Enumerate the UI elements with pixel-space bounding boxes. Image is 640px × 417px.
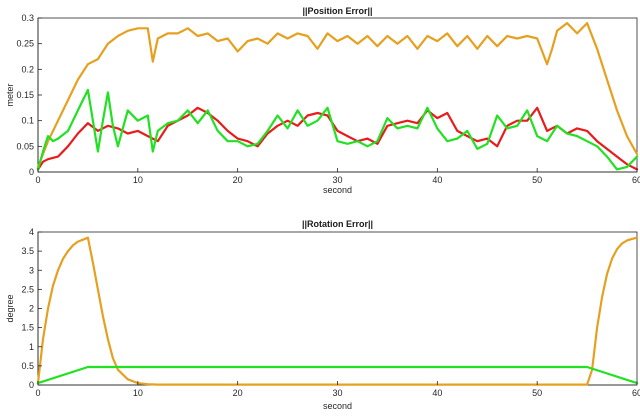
y-tick-label: 0.05 (16, 141, 34, 151)
x-tick-label: 10 (133, 388, 143, 398)
y-tick-label: 2 (29, 304, 34, 314)
x-tick-label: 60 (632, 175, 640, 185)
x-tick-label: 30 (332, 388, 342, 398)
x-tick-label: 60 (632, 388, 640, 398)
x-tick-label: 10 (133, 175, 143, 185)
y-tick-label: 3 (29, 265, 34, 275)
y-tick-label: 0.25 (16, 39, 34, 49)
x-tick-label: 30 (332, 175, 342, 185)
rotation-error-chart: 0 10 20 30 40 50 60 0 0.5 1 1.5 2 2.5 3 3.5 4 ||Rotation… (5, 219, 640, 411)
y-tick-label: 0.5 (21, 361, 34, 371)
x-tick-label: 20 (233, 388, 243, 398)
chart-title: ||Rotation Error|| (302, 219, 373, 229)
x-axis-label: second (323, 185, 352, 195)
series-line-1 (36, 365, 639, 385)
y-tick-label: 0 (29, 380, 34, 390)
x-axis-label: second (323, 401, 352, 411)
position-error-chart: 0 10 20 30 40 50 60 0 0.05 0.1 0.15 0.2 0.25 0.3 ||Pos… (5, 6, 640, 195)
series-line-0 (36, 236, 639, 386)
y-tick-label: 0.3 (21, 13, 34, 23)
y-tick-label: 0.1 (21, 116, 34, 126)
y-tick-label: 1 (29, 342, 34, 352)
y-tick-label: 0.15 (16, 90, 34, 100)
x-tick-label: 0 (35, 388, 40, 398)
x-tick-label: 50 (532, 175, 542, 185)
chart-title: ||Position Error|| (302, 6, 372, 16)
x-tick-label: 40 (432, 175, 442, 185)
y-tick-label: 0.2 (21, 64, 34, 74)
x-tick-label: 50 (532, 388, 542, 398)
series-line-2 (36, 88, 639, 171)
x-tick-label: 40 (432, 388, 442, 398)
y-tick-label: 4 (29, 227, 34, 237)
y-tick-label: 0 (29, 167, 34, 177)
y-tick-label: 1.5 (21, 323, 34, 333)
y-tick-label: 3.5 (21, 246, 34, 256)
series-line-0 (36, 22, 639, 168)
y-axis-label: meter (5, 83, 15, 106)
x-tick-label: 20 (233, 175, 243, 185)
y-tick-label: 2.5 (21, 284, 34, 294)
x-tick-label: 0 (35, 175, 40, 185)
plot-area-frame (37, 231, 638, 386)
y-axis-label: degree (5, 294, 15, 322)
